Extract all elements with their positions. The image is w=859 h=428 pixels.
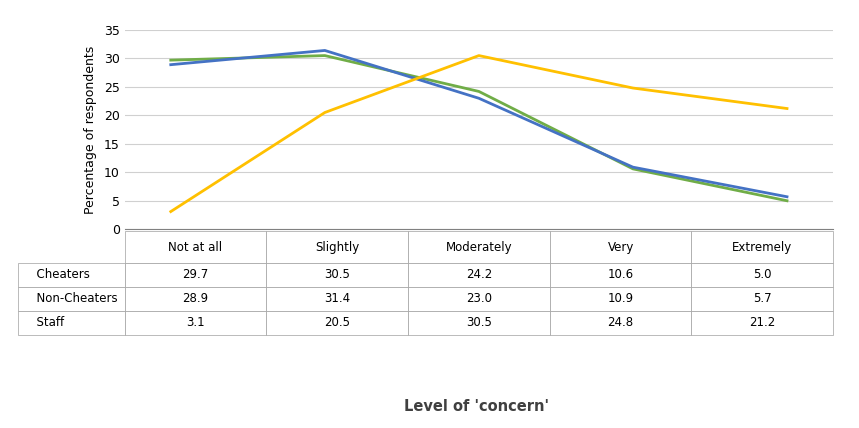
Point	[20, 272, 30, 277]
Point	[20, 320, 30, 325]
Point	[20, 296, 30, 301]
Point	[52, 272, 63, 277]
Text: Level of 'concern': Level of 'concern'	[405, 399, 549, 414]
Point	[52, 296, 63, 301]
Y-axis label: Percentage of respondents: Percentage of respondents	[84, 45, 97, 214]
Point	[52, 320, 63, 325]
